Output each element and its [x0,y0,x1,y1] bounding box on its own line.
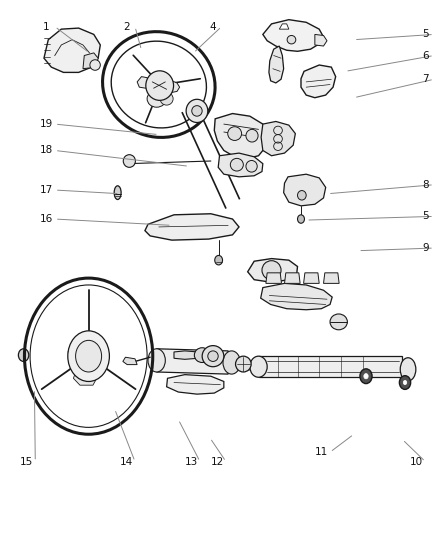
Ellipse shape [245,130,258,142]
Polygon shape [284,273,300,284]
Text: 17: 17 [39,185,53,195]
Polygon shape [83,53,98,69]
Polygon shape [258,356,401,377]
Text: 5: 5 [421,29,428,39]
Text: 16: 16 [39,214,53,224]
Ellipse shape [123,155,135,167]
Ellipse shape [249,356,267,377]
Polygon shape [214,114,267,158]
Text: 6: 6 [421,51,428,61]
Ellipse shape [235,356,251,372]
Ellipse shape [18,349,29,361]
Text: 5: 5 [421,212,428,221]
Text: 15: 15 [20,457,33,467]
Ellipse shape [111,41,206,128]
Text: 7: 7 [421,74,428,84]
Polygon shape [265,273,281,284]
Polygon shape [218,153,262,177]
Ellipse shape [329,314,346,330]
Ellipse shape [214,255,222,265]
Polygon shape [44,28,100,72]
Ellipse shape [286,36,295,44]
Ellipse shape [363,374,367,379]
Text: 1: 1 [43,21,49,31]
Ellipse shape [207,351,218,361]
Ellipse shape [148,349,165,372]
Ellipse shape [75,341,101,372]
Ellipse shape [399,376,410,390]
Text: 12: 12 [210,457,223,467]
Polygon shape [71,345,101,371]
Ellipse shape [194,348,209,362]
Ellipse shape [114,186,121,199]
Polygon shape [173,351,200,359]
Ellipse shape [191,106,202,116]
Polygon shape [300,65,335,98]
Polygon shape [73,372,97,385]
Polygon shape [247,259,297,282]
Text: 4: 4 [209,21,216,31]
Text: 19: 19 [39,119,53,129]
Ellipse shape [145,71,173,100]
Polygon shape [314,35,326,46]
Polygon shape [283,174,325,206]
Polygon shape [260,284,332,310]
Polygon shape [279,24,288,29]
Polygon shape [123,357,137,365]
Ellipse shape [297,191,305,200]
Text: 8: 8 [421,180,428,190]
Polygon shape [166,375,223,394]
Text: 10: 10 [409,457,422,467]
Ellipse shape [403,381,406,385]
Text: 13: 13 [184,457,198,467]
Ellipse shape [261,261,280,280]
Polygon shape [323,273,339,284]
Polygon shape [303,273,318,284]
Polygon shape [137,77,150,88]
Ellipse shape [186,99,207,123]
Text: 9: 9 [421,243,428,253]
Ellipse shape [202,345,223,367]
Ellipse shape [230,158,243,171]
Polygon shape [156,349,228,374]
Text: 2: 2 [123,21,129,31]
Polygon shape [262,20,323,51]
Text: 11: 11 [314,447,327,457]
Ellipse shape [245,160,257,172]
Ellipse shape [399,358,415,381]
Ellipse shape [227,127,241,140]
Ellipse shape [359,369,371,384]
Ellipse shape [160,92,173,105]
Polygon shape [261,122,295,156]
Polygon shape [145,214,238,240]
Polygon shape [168,81,179,92]
Ellipse shape [67,331,109,382]
Ellipse shape [90,60,100,70]
Ellipse shape [223,351,240,374]
Text: 14: 14 [120,457,133,467]
Ellipse shape [147,90,166,107]
Ellipse shape [297,215,304,223]
Text: 18: 18 [39,146,53,156]
Polygon shape [268,46,283,83]
